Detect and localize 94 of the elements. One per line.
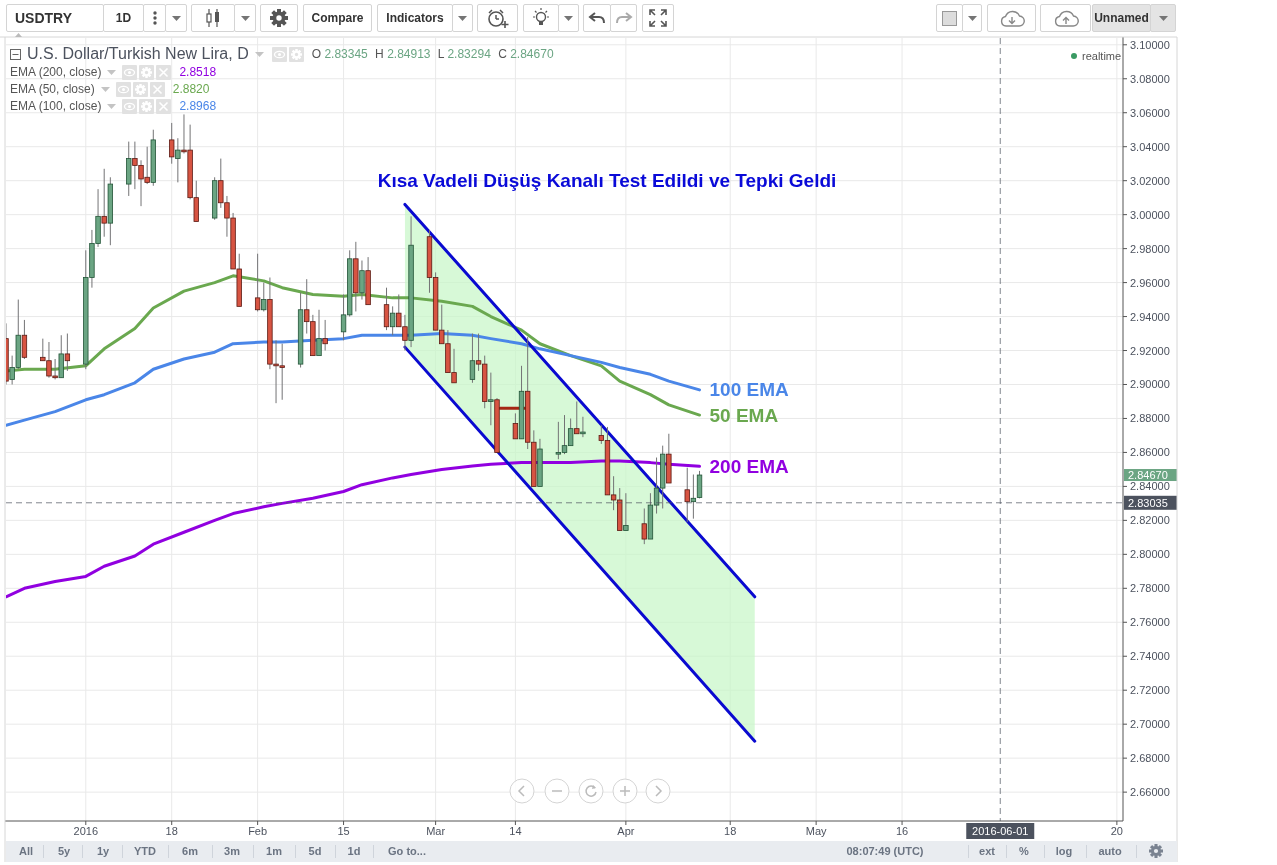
candlestick <box>254 253 261 312</box>
candlestick <box>574 400 580 435</box>
y-tick-label: 2.98000 <box>1130 242 1170 255</box>
series-label: 200 EMA <box>709 455 789 477</box>
candlestick <box>21 319 28 360</box>
annotation: EMA (200, close) <box>10 65 102 79</box>
x-tick-label: 14 <box>509 825 522 837</box>
x-tick-label: 15 <box>337 825 350 837</box>
candlestick <box>623 492 629 532</box>
y-tick-label: 3.00000 <box>1130 208 1170 221</box>
y-tick-label: 3.06000 <box>1130 106 1170 119</box>
text: 1y <box>96 844 110 858</box>
text: 2.84670 <box>1128 469 1168 482</box>
x-tick-label: 18 <box>724 825 737 837</box>
x-tick-label: 16 <box>895 825 909 837</box>
y-tick-label: 2.72000 <box>1130 684 1170 697</box>
y-tick-label: 2.86000 <box>1130 446 1170 459</box>
candlestick <box>64 333 71 372</box>
candlestick <box>641 507 647 545</box>
annotation: EMA (50, close) <box>10 82 95 96</box>
candlestick <box>316 309 322 357</box>
annotation: 2.8518 <box>179 65 217 79</box>
text: Kısa Vadeli Düşüş Kanalı Test Edildi ve Tepki Geldi <box>377 169 837 191</box>
y-tick-label: 2.70000 <box>1130 718 1170 731</box>
candlestick <box>690 474 697 520</box>
x-tick-label: 18 <box>165 825 178 837</box>
y-tick-label: 3.04000 <box>1130 140 1170 153</box>
candlestick <box>389 305 396 336</box>
text: 08:07:49 (UTC) <box>846 844 924 858</box>
text: 5d <box>308 844 322 858</box>
y-tick-label: 2.66000 <box>1130 786 1170 799</box>
text: Unnamed <box>1094 11 1149 25</box>
y-tick-label: 3.10000 <box>1130 38 1170 51</box>
y-tick-label: 2.90000 <box>1130 378 1170 391</box>
x-tick-label: May <box>805 825 828 837</box>
candlestick <box>684 467 690 523</box>
candlestick <box>58 334 64 379</box>
text: 1d <box>347 844 361 858</box>
text: 6m <box>182 844 198 858</box>
text: 1m <box>266 844 282 858</box>
y-tick-label: 2.68000 <box>1130 752 1170 765</box>
candlestick <box>512 412 519 440</box>
series-label: 100 EMA <box>709 379 789 401</box>
text: All <box>18 844 34 858</box>
text: 5y <box>57 844 71 858</box>
x-tick-label: Feb <box>248 825 268 837</box>
chart-subtitle: U.S. Dollar/Turkish New Lira, D <box>27 45 249 63</box>
text: Indicators <box>386 11 444 25</box>
y-tick-label: 2.96000 <box>1130 276 1170 289</box>
series-label: 50 EMA <box>709 404 779 426</box>
x-tick-label: Apr <box>617 825 635 837</box>
y-tick-label: 2.76000 <box>1130 616 1170 629</box>
ref-line-label: 2016-06-01 <box>972 825 1029 837</box>
candlestick <box>580 416 586 438</box>
annotation: O 2.83345 H 2.84913 L 2.83294 C 2.84670 <box>311 47 554 61</box>
line-series <box>6 459 702 599</box>
ref-line-label: 2.83035 <box>1128 496 1168 509</box>
y-tick-label: 2.74000 <box>1130 650 1170 663</box>
x-tick-label: 20 <box>1110 825 1123 837</box>
y-tick-label: 2.94000 <box>1130 310 1170 323</box>
y-tick-label: 2.84000 <box>1130 480 1170 493</box>
annotation: 2.8820 <box>172 82 210 96</box>
candlestick <box>101 168 107 238</box>
text: ext <box>979 844 995 858</box>
candlestick <box>175 137 181 183</box>
candlestick <box>322 319 328 352</box>
annotation: 2.8968 <box>179 99 217 113</box>
candlestick <box>469 333 476 384</box>
y-tick-label: 2.88000 <box>1130 412 1170 425</box>
candlestick <box>261 282 267 312</box>
text: auto <box>1098 844 1122 858</box>
text: Go to... <box>388 844 426 858</box>
y-tick-label: 2.82000 <box>1130 514 1170 527</box>
candlestick <box>359 260 365 301</box>
y-tick-label: 2.92000 <box>1130 344 1170 357</box>
candlestick <box>488 372 494 426</box>
text: YTD <box>134 844 156 858</box>
y-tick-label: 2.80000 <box>1130 548 1170 561</box>
candlestick <box>696 470 703 499</box>
annotation: realtime <box>1082 50 1122 62</box>
y-tick-label: 3.08000 <box>1130 72 1170 85</box>
text: Compare <box>311 11 364 25</box>
y-tick-label: 2.78000 <box>1130 582 1170 595</box>
text: 3m <box>224 844 240 858</box>
text: 1D <box>115 11 132 25</box>
y-tick-label: 3.02000 <box>1130 174 1170 187</box>
x-tick-label: 2016 <box>73 825 99 837</box>
text: USDTRY <box>15 10 73 26</box>
candlestick <box>169 122 175 165</box>
text: log <box>1055 844 1073 858</box>
text: % <box>1019 844 1029 858</box>
annotation: EMA (100, close) <box>10 99 102 113</box>
x-tick-label: Mar <box>426 825 446 837</box>
candlestick <box>383 287 390 331</box>
